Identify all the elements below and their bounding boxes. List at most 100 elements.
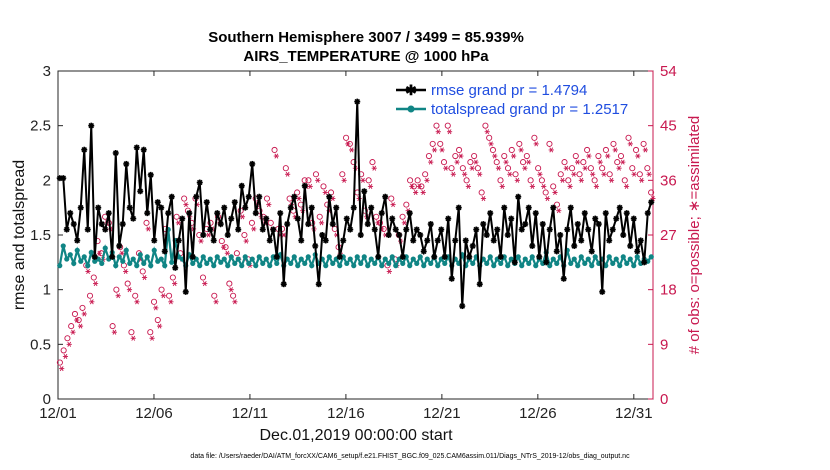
assimilated-point <box>62 353 69 360</box>
rmse-point <box>525 204 532 211</box>
totalspread-point <box>424 256 430 262</box>
assimilated-point <box>518 147 524 153</box>
rmse-point <box>487 210 494 217</box>
possible-point <box>343 134 350 141</box>
totalspread-point <box>407 263 413 269</box>
possible-point <box>629 165 636 172</box>
rmse-point <box>361 188 368 195</box>
assimilated-point <box>202 281 208 287</box>
totalspread-point <box>351 263 357 269</box>
rmse-point <box>151 237 158 244</box>
rmse-point <box>333 204 340 211</box>
totalspread-point <box>120 258 126 264</box>
totalspread-point <box>99 260 105 267</box>
possible-point <box>602 146 609 154</box>
rmse-point <box>445 215 452 222</box>
rmse-point <box>123 160 130 167</box>
assimilated-point <box>646 171 652 177</box>
totalspread-point <box>169 259 175 265</box>
totalspread-point <box>249 256 255 262</box>
assimilated-point <box>251 226 257 232</box>
totalspread-point <box>333 256 339 262</box>
rmse-point <box>588 248 595 255</box>
totalspread-point <box>589 263 595 269</box>
totalspread-point <box>393 263 399 269</box>
rmse-point <box>522 221 529 228</box>
possible-point <box>407 177 414 184</box>
x-tick-label: 12/31 <box>615 405 653 422</box>
rmse-point <box>508 215 515 222</box>
rmse-point <box>455 204 462 211</box>
right-y-axis-ticks: 0 9 18 27 36 45 54 <box>648 63 677 408</box>
assimilated-point <box>462 171 468 177</box>
rmse-point <box>557 232 564 238</box>
totalspread-point <box>211 263 217 269</box>
possible-point <box>538 177 545 184</box>
assimilated-point <box>559 177 566 183</box>
rmse-point <box>252 210 259 217</box>
totalspread-point <box>197 263 203 269</box>
assimilated-point <box>115 293 121 299</box>
rmse-point <box>364 221 371 228</box>
rmse-point <box>217 221 224 228</box>
totalspread-point <box>571 256 577 262</box>
totalspread-point <box>113 263 119 269</box>
rmse-point <box>448 275 455 282</box>
assimilated-point <box>413 189 419 196</box>
rmse-point <box>182 288 189 295</box>
possible-point <box>271 146 278 154</box>
rmse-point <box>494 226 501 233</box>
assimilated-point <box>130 335 136 341</box>
possible-point <box>56 359 63 366</box>
totalspread-point <box>309 263 315 269</box>
totalspread-point <box>526 260 532 267</box>
assimilated-point <box>341 177 347 183</box>
assimilated-point <box>318 220 325 226</box>
assimilated-point <box>85 268 91 274</box>
rmse-point <box>599 288 606 295</box>
rmse-point <box>270 226 277 233</box>
rmse-point <box>392 226 399 233</box>
totalspread-point <box>519 263 525 269</box>
rmse-point <box>350 204 357 211</box>
possible-point <box>614 159 621 166</box>
totalspread-point <box>218 259 224 265</box>
x-tick-label: 12/06 <box>135 405 173 422</box>
rmse-point <box>294 215 301 222</box>
totalspread-point <box>162 263 168 269</box>
rmse-point <box>298 237 305 244</box>
rmse-point <box>77 204 84 211</box>
rmse-point <box>249 160 256 167</box>
possible-point <box>282 165 289 172</box>
totalspread-point <box>291 254 297 260</box>
totalspread-point <box>613 256 619 262</box>
possible-point <box>320 183 327 190</box>
possible-point <box>199 274 207 281</box>
y-tick-label: 0.5 <box>30 336 51 353</box>
rmse-point <box>347 226 354 233</box>
rmse-point <box>245 193 252 200</box>
rmse-point <box>427 221 434 228</box>
possible-point <box>467 159 474 166</box>
possible-point <box>456 146 463 154</box>
totalspread-point <box>578 254 584 260</box>
totalspread-point <box>204 260 210 267</box>
assimilated-point <box>322 189 328 196</box>
right-y-tick-label: 18 <box>660 282 677 299</box>
assimilated-point <box>401 220 407 226</box>
possible-point <box>241 231 248 239</box>
possible-point <box>414 177 421 184</box>
totalspread-point <box>337 263 343 269</box>
rmse-point <box>518 226 525 233</box>
rmse-point <box>616 204 623 211</box>
rmse-point <box>329 221 336 228</box>
chart-title-line1: Southern Hemisphere 3007 / 3499 = 85.939… <box>208 29 524 46</box>
possible-point <box>550 183 557 190</box>
rmse-point <box>476 281 483 288</box>
rmse-point <box>161 248 168 255</box>
x-tick-label: 12/01 <box>39 405 77 422</box>
rmse-point <box>301 182 308 189</box>
rmse-point <box>410 237 417 244</box>
possible-point <box>474 165 481 172</box>
rmse-point <box>431 253 438 260</box>
